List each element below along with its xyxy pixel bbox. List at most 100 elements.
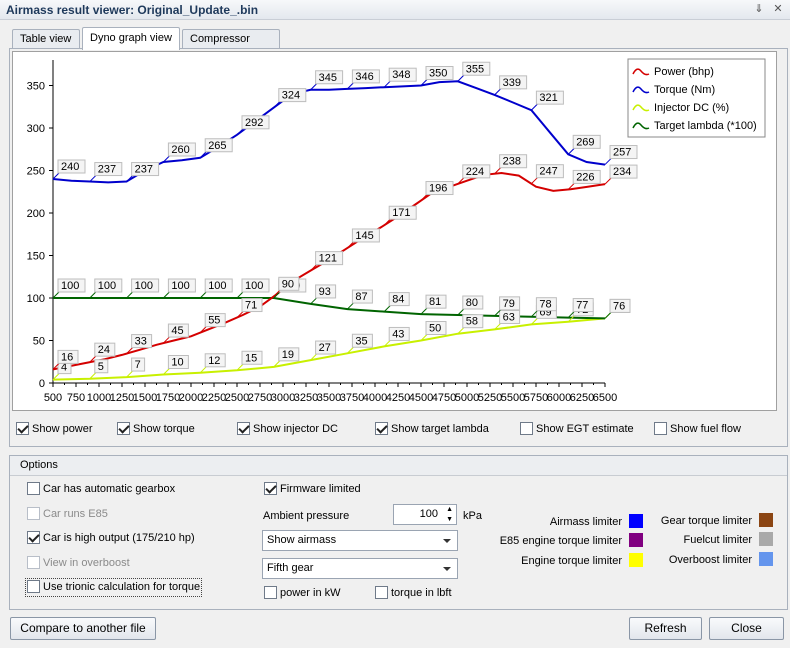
injector-dc-leader (310, 353, 317, 361)
torque-label-box (388, 67, 417, 82)
checkbox-box[interactable] (375, 422, 388, 435)
x-tick-label: 2250 (202, 392, 226, 404)
checkbox-box[interactable] (237, 422, 250, 435)
torque-leader (604, 158, 612, 165)
ambient-pressure-value[interactable]: 100 (419, 508, 438, 520)
show-injector-dc-checkbox[interactable]: Show injector DC (237, 422, 338, 437)
checkbox-box[interactable] (375, 586, 388, 599)
high-output-checkbox[interactable]: Car is high output (175/210 hp) (27, 531, 195, 546)
checkbox-box[interactable] (27, 580, 40, 593)
torque-lbft-checkbox[interactable]: torque in lbft (375, 586, 452, 601)
show-torque-checkbox[interactable]: Show torque (117, 422, 195, 437)
torque-label-box (572, 134, 601, 149)
injector-dc-label-box (388, 326, 410, 341)
y-tick-label: 250 (27, 166, 45, 178)
legend-entry: Target lambda (*100) (654, 120, 757, 132)
torque-leader (457, 74, 465, 82)
refresh-button[interactable]: Refresh (629, 617, 702, 640)
x-tick-label: 3000 (271, 392, 295, 404)
show-target-lambda-checkbox[interactable]: Show target lambda (375, 422, 489, 437)
checkbox-box[interactable] (16, 422, 29, 435)
chevron-down-icon[interactable] (443, 567, 451, 571)
torque-leader (494, 88, 501, 96)
torque-leader (347, 82, 354, 90)
target-lambda-label-box (425, 294, 447, 309)
torque-label-box (204, 138, 233, 153)
show-mode-select[interactable]: Show airmass (262, 530, 458, 551)
ambient-pressure-label: Ambient pressure (263, 510, 350, 522)
torque-label: 348 (392, 69, 410, 81)
chevron-down-icon[interactable] (443, 539, 451, 543)
x-tick-label: 6500 (593, 392, 617, 404)
power-label: 224 (466, 166, 484, 178)
spinner-up-icon[interactable]: ▲ (446, 506, 453, 513)
power-leader (126, 347, 133, 354)
torque-label-box (131, 162, 160, 177)
show-egt-estimate-checkbox[interactable]: Show EGT estimate (520, 422, 634, 437)
target-lambda-label: 77 (576, 300, 588, 312)
power-label: 145 (355, 230, 373, 242)
checkbox-box[interactable] (264, 586, 277, 599)
x-tick-label: 5250 (478, 392, 502, 404)
injector-dc-label-box (241, 350, 263, 365)
power-label: 226 (576, 171, 594, 183)
checkbox-box[interactable] (117, 422, 130, 435)
tab-compressor-map[interactable]: Compressor map (182, 29, 280, 63)
injector-dc-label: 58 (466, 316, 478, 328)
show-power-label: Show power (32, 423, 93, 435)
ambient-pressure-spinner[interactable]: 100 ▲ ▼ (393, 504, 457, 525)
checkbox-box[interactable] (27, 482, 40, 495)
checkbox-box[interactable] (654, 422, 667, 435)
torque-label-box (351, 69, 380, 84)
power-leader (52, 363, 60, 370)
torque-label: 355 (466, 63, 484, 75)
injector-dc-leader (273, 360, 281, 368)
show-fuel-flow-label: Show fuel flow (670, 423, 741, 435)
auto-gearbox-checkbox[interactable]: Car has automatic gearbox (27, 482, 175, 497)
target-lambda-line (53, 297, 606, 320)
window-title: Airmass result viewer: Original_Update_.… (6, 3, 259, 17)
ambient-pressure-unit: kPa (463, 510, 482, 522)
pin-icon[interactable]: ⇓ (754, 3, 764, 15)
injector-dc-label: 7 (135, 359, 141, 371)
spinner-down-icon[interactable]: ▼ (446, 516, 453, 523)
tab-table-view[interactable]: Table view (12, 29, 80, 49)
tab-dyno-graph-view[interactable]: Dyno graph view (82, 27, 180, 50)
power-label-box (278, 276, 300, 291)
power-kw-checkbox[interactable]: power in kW (264, 586, 341, 601)
checkbox-box[interactable] (264, 482, 277, 495)
firmware-limited-checkbox[interactable]: Firmware limited (264, 482, 361, 497)
power-label-box (131, 334, 153, 349)
checkbox-box[interactable] (27, 531, 40, 544)
injector-dc-label-box (499, 309, 521, 324)
show-power-checkbox[interactable]: Show power (16, 422, 93, 437)
target-lambda-leader (604, 312, 612, 319)
auto-gearbox-label: Car has automatic gearbox (43, 483, 176, 495)
torque-label-box (94, 162, 123, 177)
target-lambda-label: 100 (245, 280, 263, 292)
show-fuel-flow-checkbox[interactable]: Show fuel flow (654, 422, 741, 437)
close-button[interactable]: Close (709, 617, 784, 640)
trionic-calc-checkbox[interactable]: Use trionic calculation for torque (24, 578, 203, 597)
power-leader (383, 218, 391, 226)
target-lambda-leader (310, 297, 317, 305)
target-lambda-label-box (535, 297, 557, 312)
torque-leader (52, 172, 60, 180)
power-label: 45 (171, 325, 183, 337)
torque-label-box (462, 61, 491, 76)
target-lambda-leader (52, 291, 60, 299)
show-torque-label: Show torque (133, 423, 195, 435)
e85-limiter-swatch (629, 533, 643, 547)
compare-button[interactable]: Compare to another file (10, 617, 156, 640)
torque-label-box (315, 70, 344, 85)
injector-dc-label: 15 (245, 352, 257, 364)
torque-label-box (57, 159, 86, 174)
gear-select[interactable]: Fifth gear (262, 558, 458, 579)
x-tick-label: 3250 (294, 392, 318, 404)
checkbox-box[interactable] (520, 422, 533, 435)
engine-limiter-swatch (629, 553, 643, 567)
target-lambda-leader (236, 291, 244, 299)
injector-dc-label-box (425, 321, 447, 335)
close-icon[interactable]: ✕ (773, 3, 783, 15)
